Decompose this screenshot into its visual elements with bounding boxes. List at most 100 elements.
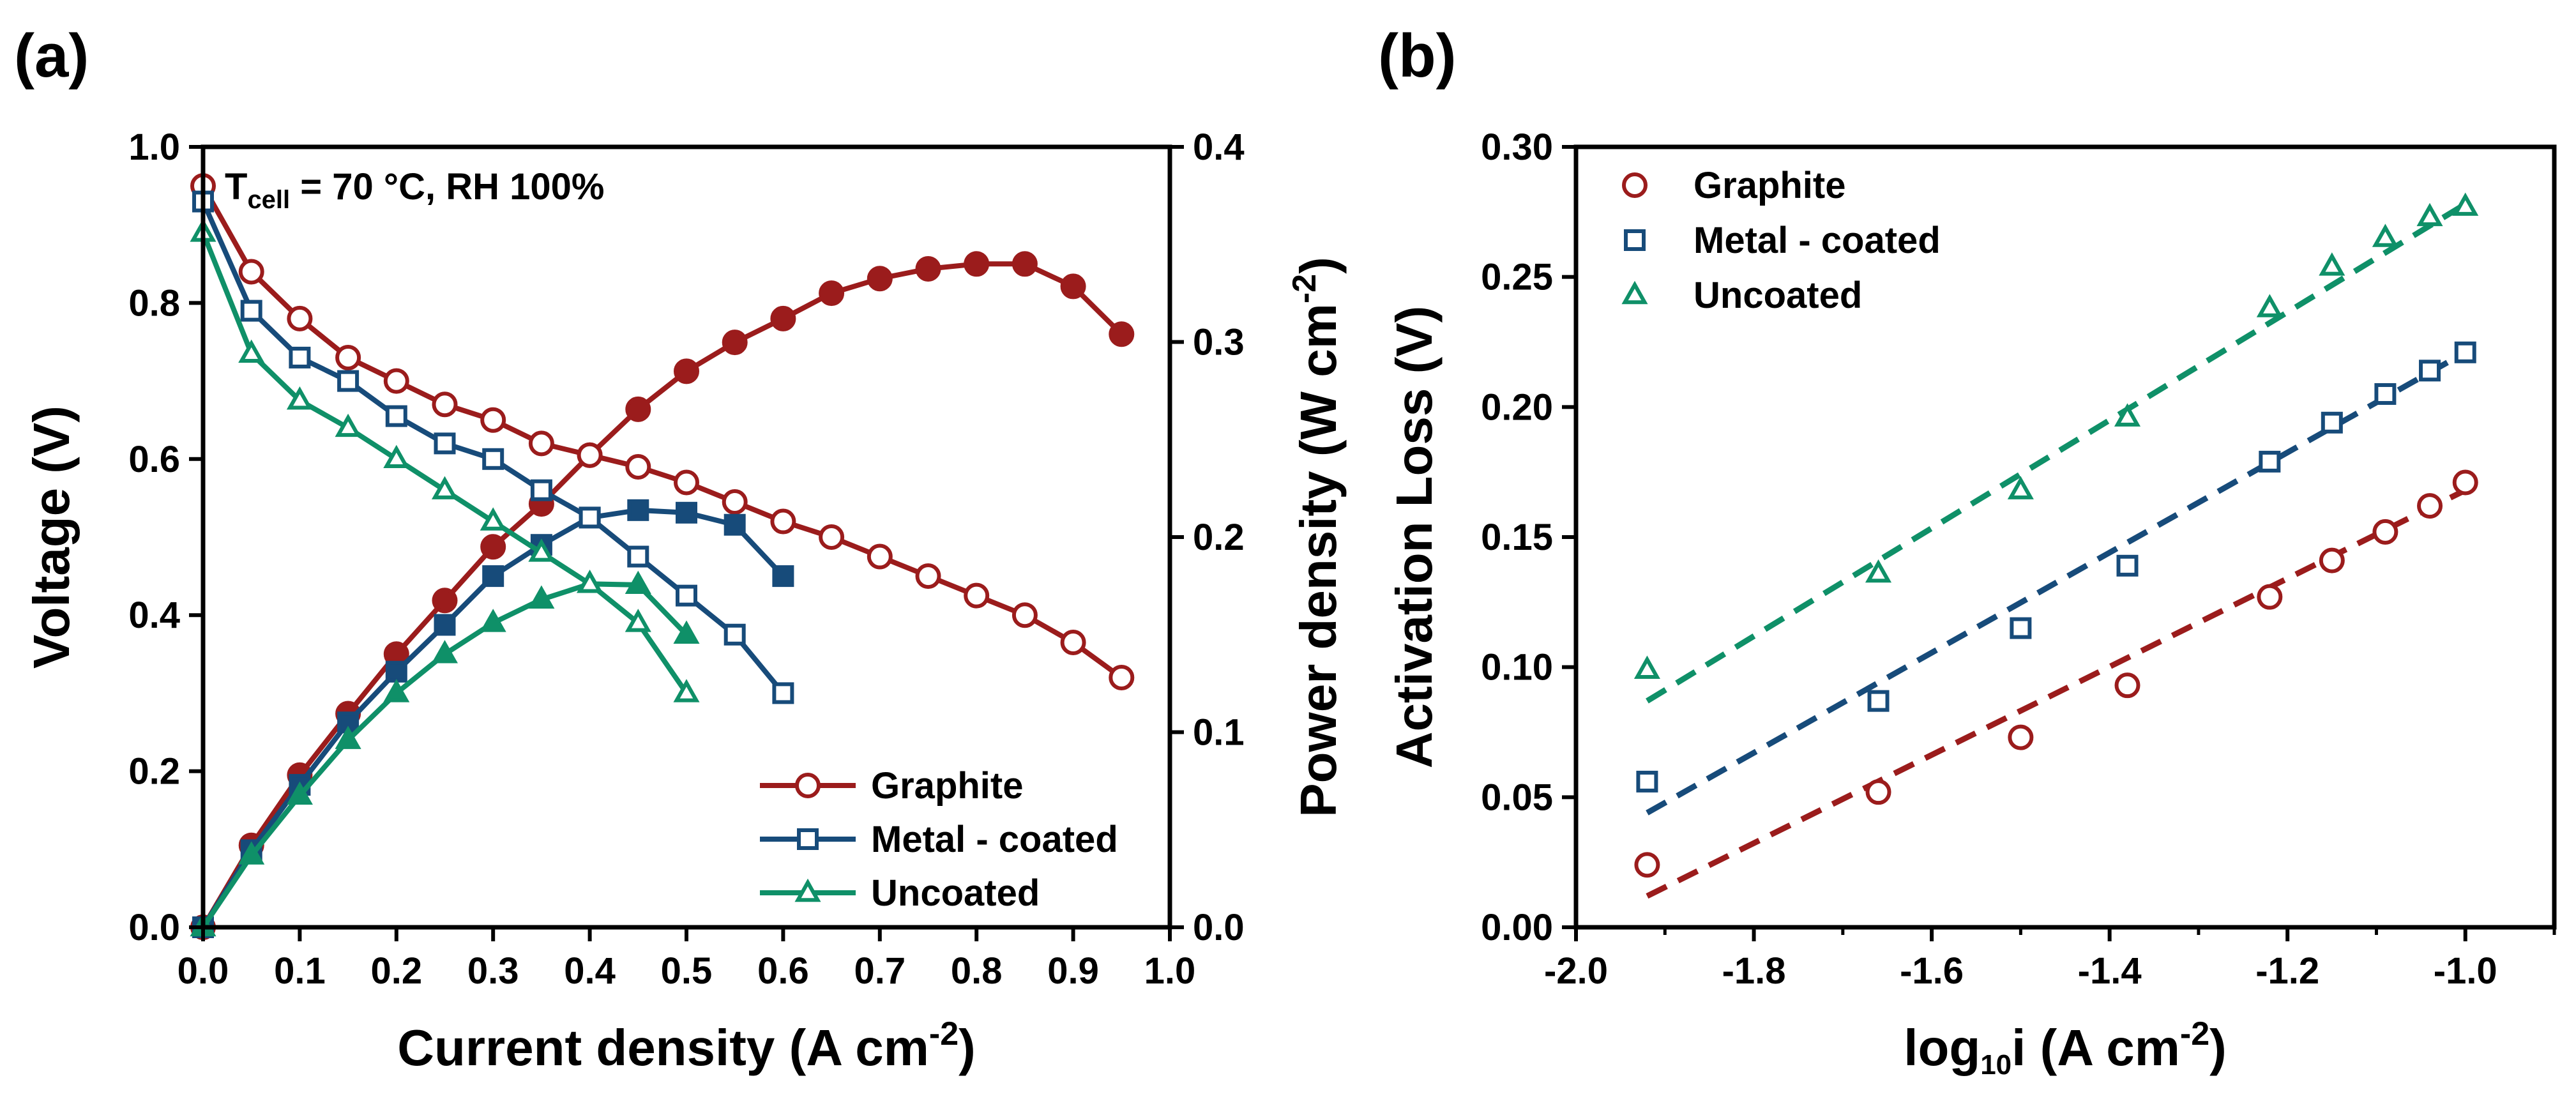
chart-b: -2.0 -1.8 -1.6 -1.4 -1.2 -1.0 0.00 0.05 0.10 0.15… [1386, 126, 2557, 1081]
chart-a-graphite-power-point [964, 251, 990, 277]
chart-b-xtick-label: -1.0 [2434, 950, 2497, 992]
chart-b-graphite-point [1634, 852, 1660, 878]
chart-b-uncoated-fit-line [1646, 201, 2467, 704]
chart-a-graphite-voltage-point [722, 489, 748, 515]
chart-a-metal-coated-voltage-point [772, 682, 794, 704]
chart-a-xtick-label: 0.6 [757, 950, 809, 992]
chart-a-xtick-label: 0.8 [951, 950, 1003, 992]
chart-a-graphite-voltage-point [238, 259, 264, 285]
chart-a-metal-coated-power-point [434, 614, 456, 636]
chart-a-ytick-label: 1.0 [128, 126, 180, 168]
chart-a-y2label: Power density (W cm-2) [1286, 257, 1347, 817]
chart-a-metal-coated-power-point [676, 501, 697, 524]
chart-a-graphite-voltage-point [528, 430, 554, 457]
chart-b-xtick-label: -1.2 [2255, 950, 2319, 992]
chart-a-uncoated-voltage-point [431, 476, 458, 499]
chart-a-metal-coated-voltage-point [482, 448, 504, 470]
chart-a-graphite-power-point [1109, 321, 1135, 347]
chart-a-uncoated-power-point [673, 620, 700, 644]
chart-b-xtick-label: -1.8 [1722, 950, 1786, 992]
chart-a-legend-label: Uncoated [871, 872, 1040, 914]
panel-a-label: (a) [14, 22, 89, 90]
chart-b-graphite-fit-line [1646, 487, 2467, 899]
chart-b-xtick-label: -1.6 [1900, 950, 1964, 992]
chart-b-legend-marker [1621, 280, 1648, 305]
chart-a-ytick-label: 0.2 [128, 751, 180, 793]
chart-a-graphite-voltage-point [674, 469, 699, 496]
chart-a-graphite-power-point [1011, 251, 1038, 277]
chart-a-graphite-power-point [722, 330, 748, 356]
chart-b-metal-coated-point [2321, 411, 2343, 434]
chart-b-graphite-point [2114, 672, 2140, 699]
chart-a-xtick-label: 0.4 [564, 950, 616, 992]
chart-a-metal-coated-voltage-point [434, 432, 456, 455]
chart-b-metal-coated-fit-line [1646, 349, 2467, 816]
chart-a-uncoated-voltage-point [577, 570, 603, 593]
chart-a: 0.0 0.1 0.2 0.3 0.4 0.5 0.6 0.7 0.8 0.9 1.00.00.20… [23, 126, 1347, 1076]
chart-a-xlabel: Current density (A cm-2) [397, 1015, 976, 1076]
chart-a-y2tick-label: 0.1 [1193, 712, 1245, 754]
chart-a-y2tick-label: 0.3 [1193, 322, 1245, 363]
chart-b-metal-coated-point [1636, 770, 1658, 793]
chart-a-graphite-voltage-point [577, 442, 603, 468]
chart-a-graphite-power-point [915, 255, 941, 282]
chart-b-xlabel: log10i (A cm-2) [1904, 1015, 2227, 1081]
chart-a-graphite-voltage-point [383, 368, 409, 394]
chart-a-graphite-voltage-point [287, 305, 313, 331]
chart-a-graphite-power-point [867, 266, 893, 292]
chart-a-metal-coated-voltage-point [385, 405, 407, 427]
chart-b-legend-label: Metal - coated [1693, 220, 1941, 261]
chart-a-xtick-label: 0.9 [1047, 950, 1099, 992]
chart-a-graphite-power-point [432, 588, 458, 614]
chart-a-y2tick-label: 0.2 [1193, 517, 1245, 558]
chart-a-uncoated-power-point [286, 781, 313, 805]
chart-b-ytick-label: 0.25 [1481, 257, 1553, 298]
chart-a-graphite-voltage-point [480, 407, 506, 433]
chart-a-metal-coated-voltage-point [627, 545, 649, 568]
chart-b-graphite-point [2319, 547, 2345, 573]
chart-a-graphite-voltage-point [625, 454, 651, 480]
chart-a-metal-coated-voltage-point [289, 346, 311, 368]
chart-b-uncoated-point [2319, 252, 2345, 276]
chart-a-metal-coated-power-point [724, 513, 746, 536]
chart-a-xtick-label: 1.0 [1144, 950, 1196, 992]
chart-b-ytick-label: 0.15 [1481, 517, 1553, 558]
chart-a-uncoated-voltage-point [238, 339, 265, 363]
chart-a-graphite-voltage-point [335, 344, 361, 370]
chart-a-metal-coated-voltage-point [724, 623, 746, 646]
chart-b-legend-label: Uncoated [1693, 275, 1862, 316]
chart-a-graphite-voltage-point [770, 508, 796, 535]
chart-b-metal-coated-point [2116, 554, 2139, 577]
chart-a-metal-coated-power-point [627, 499, 649, 521]
chart-a-ytick-label: 0.6 [128, 439, 180, 480]
chart-a-graphite-voltage-point [1109, 664, 1135, 690]
chart-a-uncoated-voltage-point [383, 444, 410, 468]
chart-b-metal-coated-point [1867, 690, 1890, 712]
chart-b-uncoated-point [2114, 403, 2141, 427]
chart-b-metal-coated-point [2374, 383, 2397, 405]
chart-a-metal-coated-voltage-point [676, 584, 697, 607]
chart-a-graphite-voltage-point [1011, 602, 1038, 628]
chart-a-legend-label: Graphite [871, 765, 1024, 807]
chart-a-xtick-label: 0.7 [854, 950, 905, 992]
chart-b-uncoated-point [1633, 655, 1660, 679]
chart-a-metal-coated-power-point [385, 660, 407, 683]
chart-a-y2tick-label: 0.0 [1193, 907, 1245, 948]
chart-b-metal-coated-point [2259, 450, 2281, 473]
chart-b-ytick-label: 0.00 [1481, 907, 1553, 948]
chart-a-uncoated-voltage-point [335, 413, 361, 437]
chart-b-graphite-point [2257, 584, 2283, 610]
chart-a-graphite-power-point [674, 358, 699, 384]
chart-b-metal-coated-point [2419, 360, 2441, 382]
chart-a-xtick-label: 0.0 [178, 950, 229, 992]
chart-a-ytick-label: 0.8 [128, 282, 180, 324]
chart-a-uncoated-voltage-point [480, 507, 506, 531]
chart-a-graphite-voltage-point [432, 391, 458, 418]
chart-a-metal-coated-voltage-point [530, 479, 552, 501]
chart-b-metal-coated-point [2454, 341, 2476, 363]
panel-b-label: (b) [1378, 22, 1457, 90]
chart-b-uncoated-point [2416, 202, 2443, 227]
chart-a-graphite-power-point [770, 305, 796, 331]
chart-b-graphite-point [2008, 724, 2034, 750]
